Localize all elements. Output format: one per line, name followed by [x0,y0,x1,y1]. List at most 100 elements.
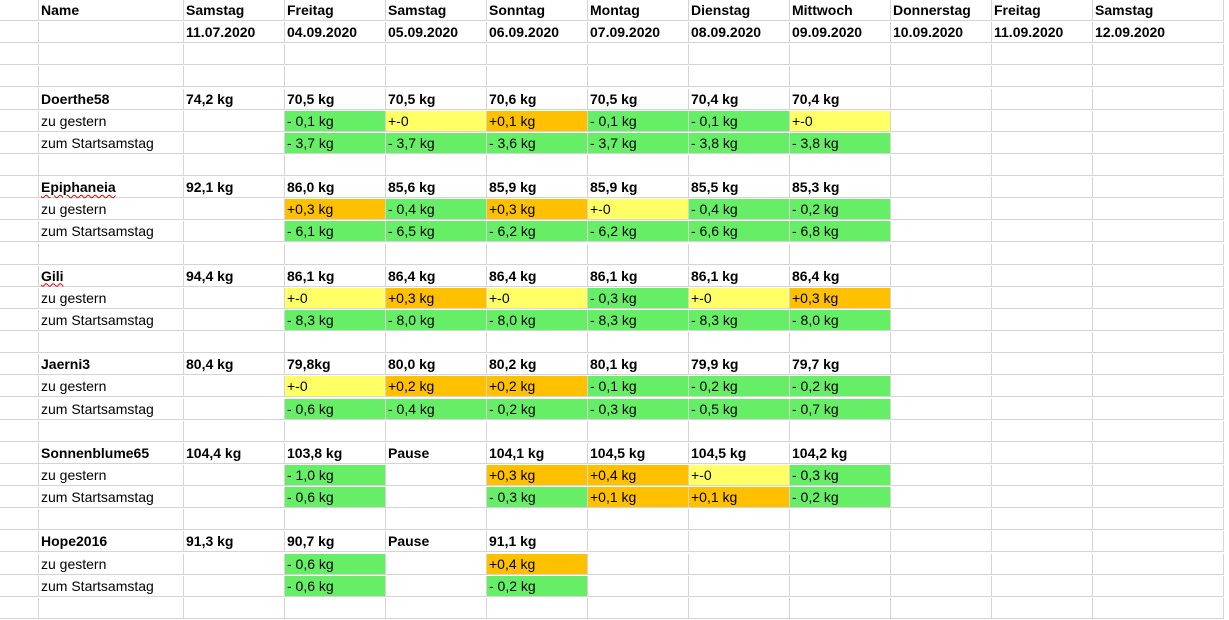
date-header[interactable]: 06.09.2020 [487,22,588,44]
weight-cell[interactable]: 104,5 kg [588,442,689,464]
empty-cell[interactable] [790,597,891,619]
row-label-diff-day[interactable]: zu gestern [39,553,184,575]
empty-cell[interactable] [588,597,689,619]
row-label-diff-day[interactable]: zu gestern [39,376,184,398]
empty-cell[interactable] [992,66,1093,88]
weight-cell[interactable]: 91,3 kg [184,531,285,553]
weight-cell[interactable]: Pause [386,531,487,553]
diff-day-cell[interactable] [689,553,790,575]
weight-cell[interactable]: 104,4 kg [184,442,285,464]
diff-start-cell[interactable] [184,309,285,331]
empty-cell[interactable] [39,154,184,176]
row-label-diff-start[interactable]: zum Startsamstag [39,487,184,509]
diff-start-cell[interactable]: - 6,2 kg [487,221,588,243]
diff-day-cell[interactable]: +-0 [689,464,790,486]
diff-start-cell[interactable]: - 3,7 kg [386,132,487,154]
weight-cell[interactable]: 79,8kg [285,354,386,376]
empty-cell[interactable] [790,44,891,66]
empty-cell[interactable] [39,332,184,354]
empty-cell[interactable] [0,420,39,442]
row-gutter[interactable] [0,442,39,464]
empty-cell[interactable] [487,44,588,66]
diff-day-cell[interactable] [1093,464,1224,486]
weight-cell[interactable]: 104,1 kg [487,442,588,464]
empty-cell[interactable] [39,597,184,619]
weight-cell[interactable] [992,354,1093,376]
diff-day-cell[interactable]: - 0,1 kg [588,110,689,132]
weight-cell[interactable] [992,531,1093,553]
empty-cell[interactable] [487,154,588,176]
diff-day-cell[interactable]: - 0,2 kg [790,199,891,221]
diff-start-cell[interactable] [1093,132,1224,154]
diff-day-cell[interactable] [1093,199,1224,221]
empty-cell[interactable] [386,243,487,265]
diff-start-cell[interactable]: - 0,2 kg [487,398,588,420]
diff-start-cell[interactable]: - 0,4 kg [386,398,487,420]
diff-start-cell[interactable]: - 6,1 kg [285,221,386,243]
diff-start-cell[interactable] [992,398,1093,420]
empty-cell[interactable] [891,66,992,88]
empty-cell[interactable] [184,509,285,531]
diff-start-cell[interactable] [1093,221,1224,243]
empty-cell[interactable] [588,66,689,88]
empty-cell[interactable] [184,66,285,88]
day-header[interactable]: Montag [588,0,689,21]
diff-start-cell[interactable]: - 3,6 kg [487,132,588,154]
diff-day-cell[interactable]: +0,4 kg [588,464,689,486]
diff-day-cell[interactable] [184,110,285,132]
date-header[interactable]: 07.09.2020 [588,22,689,44]
weight-cell[interactable] [1093,177,1224,199]
empty-cell[interactable] [790,420,891,442]
empty-cell[interactable] [39,420,184,442]
date-header[interactable]: 11.09.2020 [992,22,1093,44]
diff-day-cell[interactable] [891,287,992,309]
empty-cell[interactable] [1093,44,1224,66]
empty-cell[interactable] [588,420,689,442]
day-header[interactable]: Dienstag [689,0,790,21]
empty-cell[interactable] [891,420,992,442]
diff-start-cell[interactable] [386,487,487,509]
diff-day-cell[interactable]: +0,3 kg [487,464,588,486]
empty-cell[interactable] [891,509,992,531]
diff-day-cell[interactable] [992,553,1093,575]
empty-cell[interactable] [992,597,1093,619]
empty-cell[interactable] [39,44,184,66]
row-gutter[interactable] [0,110,39,132]
diff-day-cell[interactable] [992,110,1093,132]
empty-cell[interactable] [1093,597,1224,619]
weight-cell[interactable] [1093,354,1224,376]
diff-day-cell[interactable]: - 0,1 kg [285,110,386,132]
diff-day-cell[interactable] [1093,110,1224,132]
weight-cell[interactable]: 92,1 kg [184,177,285,199]
diff-start-cell[interactable] [184,221,285,243]
diff-day-cell[interactable] [992,287,1093,309]
empty-cell[interactable] [588,509,689,531]
row-gutter[interactable] [0,88,39,110]
weight-cell[interactable] [992,442,1093,464]
row-gutter[interactable] [0,553,39,575]
empty-cell[interactable] [790,509,891,531]
empty-cell[interactable] [0,44,39,66]
diff-start-cell[interactable]: - 6,6 kg [689,221,790,243]
diff-start-cell[interactable] [891,575,992,597]
diff-day-cell[interactable]: - 0,4 kg [689,199,790,221]
day-header[interactable]: Samstag [386,0,487,21]
weight-cell[interactable]: 70,6 kg [487,88,588,110]
empty-cell[interactable] [285,44,386,66]
empty-cell[interactable] [386,66,487,88]
day-header[interactable]: Freitag [285,0,386,21]
empty-cell[interactable] [386,420,487,442]
weight-cell[interactable]: 70,5 kg [285,88,386,110]
empty-cell[interactable] [285,332,386,354]
empty-cell[interactable] [487,66,588,88]
weight-cell[interactable] [992,177,1093,199]
empty-cell[interactable] [285,154,386,176]
empty-cell[interactable] [184,420,285,442]
row-gutter[interactable] [0,464,39,486]
empty-cell[interactable] [487,509,588,531]
diff-day-cell[interactable]: +0,3 kg [487,199,588,221]
diff-start-cell[interactable]: - 3,7 kg [285,132,386,154]
weight-cell[interactable]: 86,4 kg [487,265,588,287]
cell[interactable] [39,22,184,44]
weight-cell[interactable]: 86,4 kg [386,265,487,287]
